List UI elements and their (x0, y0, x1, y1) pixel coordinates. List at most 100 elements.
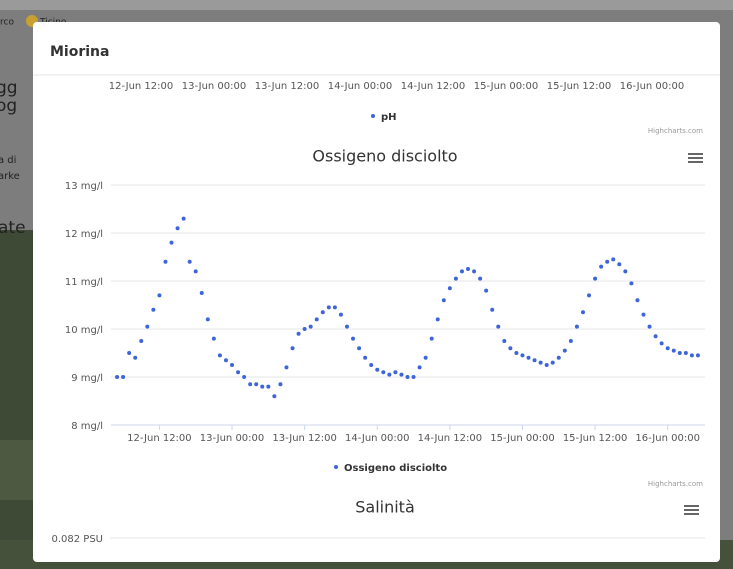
data-point (418, 365, 422, 369)
side-text: gg (0, 78, 18, 98)
data-point (163, 260, 167, 264)
data-point (182, 217, 186, 221)
modal-title: Miorina (50, 44, 109, 60)
data-point (502, 339, 506, 343)
data-point (533, 358, 537, 362)
legend-item[interactable]: pH (381, 112, 397, 123)
x-tick-label: 16-Jun 00:00 (620, 81, 685, 92)
data-point (291, 346, 295, 350)
data-point (599, 265, 603, 269)
page: {"background":{"brand":"rco","brand2":"T… (0, 0, 733, 569)
data-point (654, 334, 658, 338)
data-point (551, 361, 555, 365)
y-tick-label: 13 mg/l (65, 181, 103, 192)
side-text: ate (0, 218, 26, 238)
data-point (297, 332, 301, 336)
data-point (569, 339, 573, 343)
x-tick-label: 13-Jun 12:00 (255, 81, 320, 92)
data-point (357, 346, 361, 350)
side-text: a di (0, 155, 16, 166)
data-point (581, 310, 585, 314)
data-point (303, 327, 307, 331)
y-tick-label: 11 mg/l (65, 277, 103, 288)
data-point (587, 293, 591, 297)
data-point (351, 337, 355, 341)
y-tick-label: 9 mg/l (71, 373, 103, 384)
data-point (442, 298, 446, 302)
credits[interactable]: Highcharts.com (648, 480, 703, 488)
data-point (327, 305, 331, 309)
data-point (176, 226, 180, 230)
data-point (623, 269, 627, 273)
side-text: arke (0, 171, 20, 182)
data-point (236, 370, 240, 374)
data-point (139, 339, 143, 343)
data-point (448, 286, 452, 290)
data-point (254, 382, 258, 386)
data-point (629, 281, 633, 285)
x-tick-label: 13-Jun 00:00 (200, 433, 265, 444)
menu-bar (684, 513, 699, 515)
data-point (218, 353, 222, 357)
menu-button[interactable] (688, 153, 703, 163)
data-point (539, 361, 543, 365)
data-point (188, 260, 192, 264)
data-point (121, 375, 125, 379)
data-point (514, 351, 518, 355)
x-tick-label: 14-Jun 00:00 (328, 81, 393, 92)
data-point (406, 375, 410, 379)
data-point (635, 298, 639, 302)
data-point (363, 356, 367, 360)
x-tick-label: 13-Jun 12:00 (272, 433, 337, 444)
data-point (672, 349, 676, 353)
side-text: og (0, 96, 17, 116)
data-point (690, 353, 694, 357)
data-point (678, 351, 682, 355)
legend-item[interactable]: Ossigeno disciolto (344, 463, 447, 474)
x-tick-label: 12-Jun 12:00 (109, 81, 174, 92)
data-point (641, 313, 645, 317)
data-point (248, 382, 252, 386)
data-point (345, 325, 349, 329)
data-point (393, 370, 397, 374)
x-tick-label: 14-Jun 12:00 (401, 81, 466, 92)
credits[interactable]: Highcharts.com (648, 127, 703, 135)
data-point (430, 337, 434, 341)
data-point (454, 277, 458, 281)
chart-title: Ossigeno disciolto (312, 147, 457, 166)
x-tick-label: 15-Jun 12:00 (547, 81, 612, 92)
data-point (490, 308, 494, 312)
y-tick-label: 0.082 PSU (51, 534, 103, 545)
data-point (617, 262, 621, 266)
data-point (194, 269, 198, 273)
y-tick-label: 8 mg/l (71, 421, 103, 432)
data-point (333, 305, 337, 309)
x-tick-label: 14-Jun 12:00 (418, 433, 483, 444)
x-tick-label: 13-Jun 00:00 (182, 81, 247, 92)
data-point (309, 325, 313, 329)
data-point (575, 325, 579, 329)
data-point (436, 317, 440, 321)
data-point (157, 293, 161, 297)
data-point (527, 356, 531, 360)
legend-symbol (371, 114, 375, 118)
y-tick-label: 10 mg/l (65, 325, 103, 336)
data-point (266, 385, 270, 389)
data-point (666, 346, 670, 350)
data-point (375, 368, 379, 372)
data-point (611, 257, 615, 261)
data-point (593, 277, 597, 281)
data-point (660, 341, 664, 345)
data-point (466, 267, 470, 271)
menu-button[interactable] (684, 505, 699, 515)
data-point (206, 317, 210, 321)
chart-title: Salinità (355, 498, 415, 517)
data-point (278, 382, 282, 386)
data-point (145, 325, 149, 329)
menu-bar (684, 505, 699, 507)
data-point (484, 289, 488, 293)
x-tick-label: 14-Jun 00:00 (345, 433, 410, 444)
screen: rco Ticino ggoga diarkeate Miorina 12-Ju… (0, 0, 733, 569)
menu-bar (688, 161, 703, 163)
data-point (412, 375, 416, 379)
